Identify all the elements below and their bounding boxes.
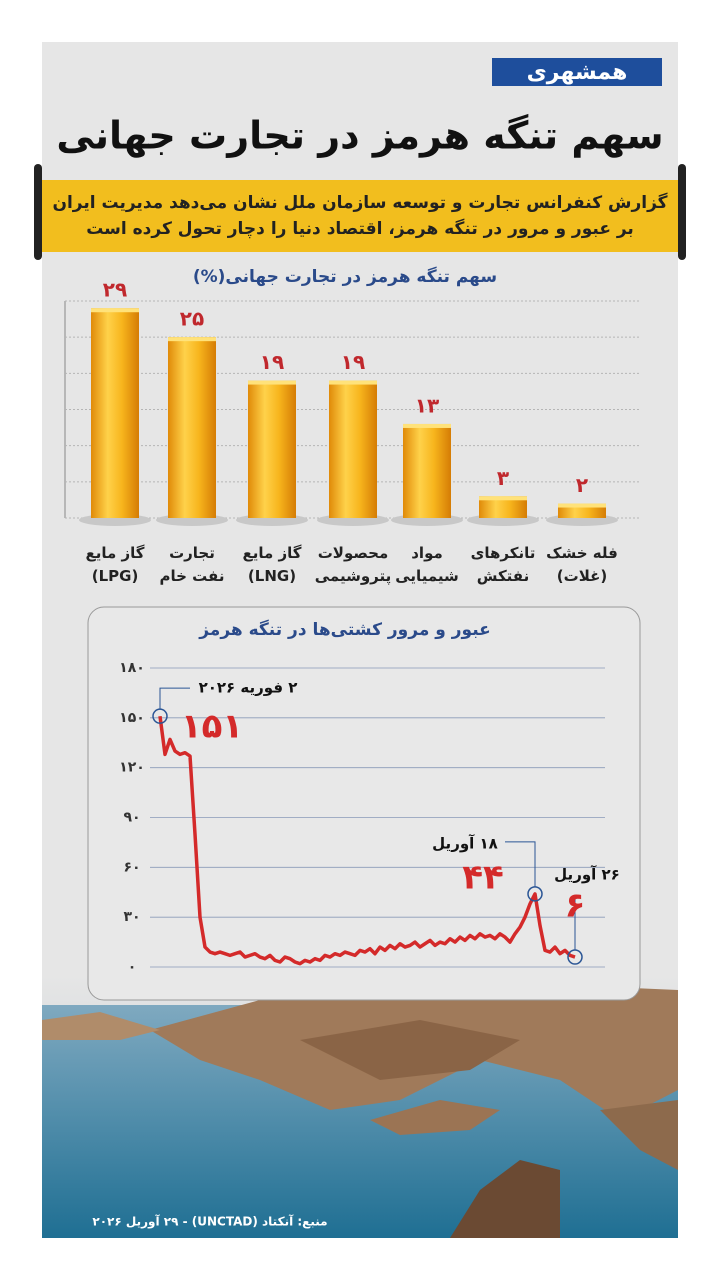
x-tick-label: گاز مایع (LPG)	[85, 544, 144, 585]
bar-cap	[558, 503, 606, 508]
title: سهم تنگه هرمز در تجارت جهانی	[56, 114, 663, 159]
value-label: ۱۹	[260, 350, 284, 374]
x-tick-label: فله خشک (غلات)	[546, 544, 618, 585]
value-label: ۱۵۱	[181, 707, 243, 747]
y-tick-label: ۰	[128, 959, 137, 975]
y-tick-label: ۱۲۰	[119, 760, 145, 776]
value-label: ۱۳	[415, 393, 439, 417]
y-tick-label: ۱۵۰	[119, 710, 145, 726]
line-chart-frame	[87, 606, 641, 1001]
subtitle-line: بر عبور و مرور در تنگه هرمز، اقتصاد دنیا…	[86, 218, 634, 239]
bar-cap	[403, 423, 451, 428]
bar-cap	[479, 496, 527, 501]
chart-title: عبور و مرور کشتی‌ها در تنگه هرمز	[198, 619, 491, 640]
bar-cap	[91, 308, 139, 313]
value-label: ۲۵	[180, 307, 204, 331]
y-tick-label: ۱۸۰	[119, 660, 145, 676]
value-label: ۲	[576, 473, 588, 497]
source: منبع: آنکتاد (UNCTAD) - ۲۹ آوریل ۲۰۲۶	[92, 1214, 327, 1230]
bar	[329, 380, 377, 518]
bar-cap	[329, 380, 377, 385]
chart-title: سهم تنگه هرمز در تجارت جهانی(%)	[193, 266, 497, 287]
photo	[42, 975, 678, 1238]
logo: همشهری	[527, 60, 628, 85]
bar	[403, 423, 451, 518]
band-cap	[678, 164, 686, 260]
x-tick-label: تانکرهای نفتکش	[471, 544, 536, 585]
y-tick-label: ۶۰	[123, 859, 140, 875]
subtitle-band	[42, 180, 678, 252]
x-tick-label: تجارت نفت خام	[160, 544, 225, 585]
annotation-date: ۲ فوریه ۲۰۲۶	[199, 679, 298, 697]
bar-cap	[168, 337, 216, 342]
annotation-date: ۲۶ آوریل	[554, 866, 620, 884]
annotation-date: ۱۸ آوریل	[432, 834, 498, 852]
value-label: ۶	[565, 886, 586, 926]
band-cap	[34, 164, 42, 260]
y-tick-label: ۹۰	[123, 810, 140, 826]
callout	[505, 841, 536, 887]
value-label: ۲۹	[103, 278, 127, 302]
bar-cap	[248, 380, 296, 385]
bar	[479, 496, 527, 518]
x-tick-label: محصولات پتروشیمی	[315, 544, 392, 586]
value-label: ۴۴	[462, 857, 504, 897]
x-tick-label: مواد شیمیایی	[395, 544, 459, 585]
bar	[168, 337, 216, 518]
callout	[159, 687, 190, 710]
bar	[248, 380, 296, 518]
bar	[91, 308, 139, 518]
logo-box	[492, 58, 662, 86]
value-label: ۳	[497, 466, 509, 490]
y-tick-label: ۳۰	[123, 909, 140, 925]
line	[158, 715, 576, 966]
subtitle-line: گزارش کنفرانس تجارت و توسعه سازمان ملل ن…	[52, 192, 667, 213]
value-label: ۱۹	[341, 350, 365, 374]
x-tick-label: گاز مایع (LNG)	[242, 544, 301, 585]
